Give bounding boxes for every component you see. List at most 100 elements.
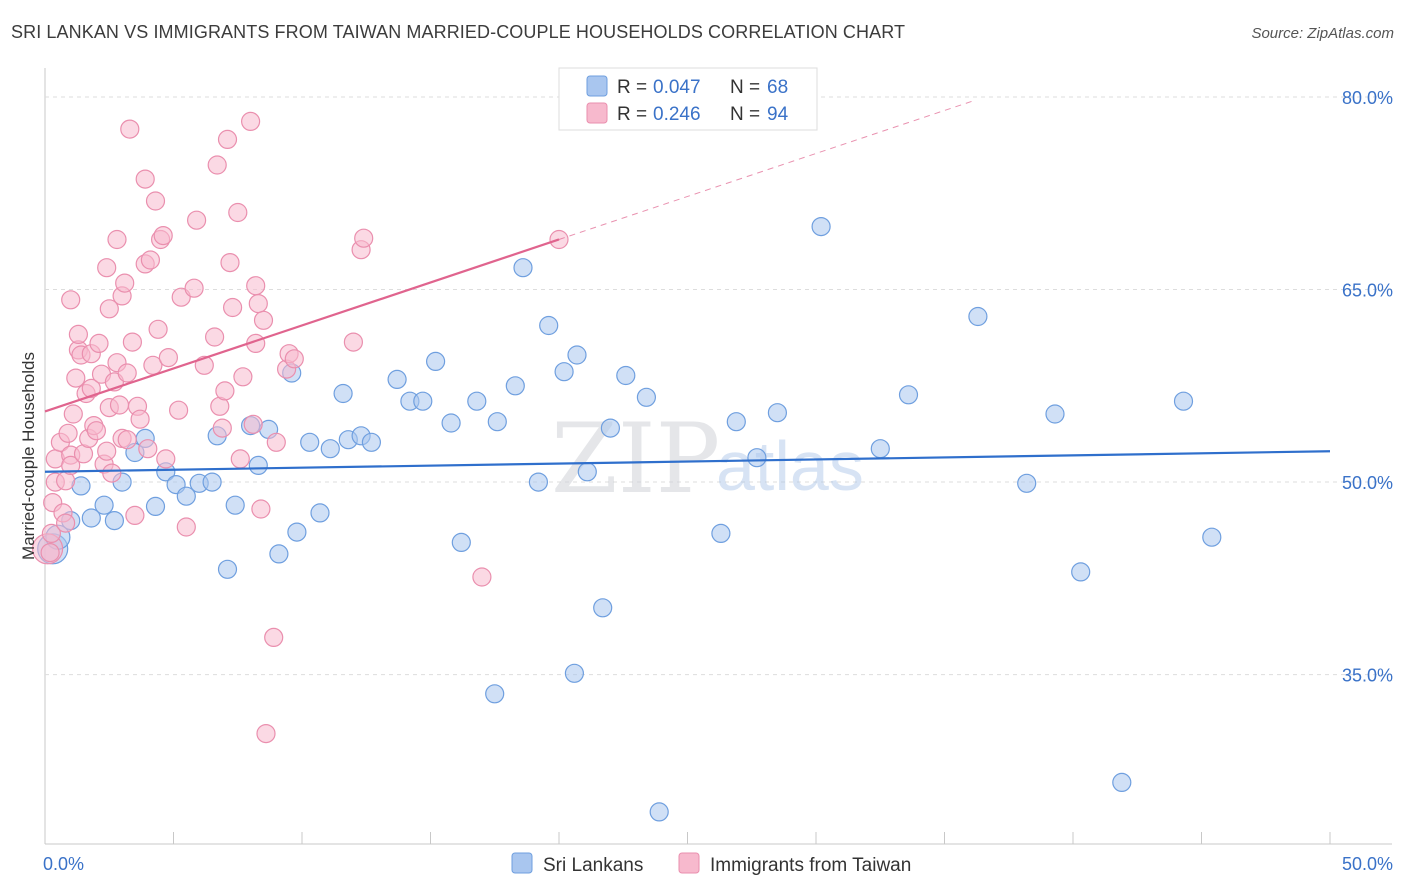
legend-r-value-1: 0.047 xyxy=(653,77,701,98)
point-taiwan xyxy=(115,273,135,293)
point-sri-lankans xyxy=(711,523,731,544)
x-tick-label-max: 50.0% xyxy=(1342,854,1393,874)
point-taiwan xyxy=(120,119,140,139)
point-taiwan xyxy=(284,349,304,369)
point-sri-lankans xyxy=(485,684,505,704)
point-taiwan xyxy=(130,409,150,429)
point-taiwan xyxy=(253,310,274,330)
point-taiwan xyxy=(66,368,86,388)
point-taiwan xyxy=(138,439,158,459)
point-taiwan xyxy=(233,367,253,387)
point-taiwan xyxy=(169,400,189,420)
point-taiwan xyxy=(472,567,492,587)
point-taiwan xyxy=(217,129,238,149)
point-taiwan xyxy=(215,381,235,401)
point-taiwan xyxy=(158,348,178,368)
x-tick-marks xyxy=(44,832,1331,844)
point-taiwan xyxy=(153,226,173,246)
point-taiwan xyxy=(61,455,81,475)
legend-swatch-sri-lankans xyxy=(586,75,608,97)
point-taiwan xyxy=(99,299,119,319)
point-sri-lankans xyxy=(505,376,525,396)
point-taiwan xyxy=(354,228,374,248)
trendline-taiwan xyxy=(44,238,560,413)
point-taiwan xyxy=(125,505,145,526)
point-taiwan xyxy=(117,430,137,450)
point-sri-lankans xyxy=(287,522,307,542)
point-sri-lankans xyxy=(513,258,533,278)
point-sri-lankans xyxy=(564,663,585,683)
watermark-zip: ZIP xyxy=(551,403,720,515)
point-taiwan xyxy=(86,421,107,441)
legend-n-label-2: N = xyxy=(730,104,760,125)
point-taiwan xyxy=(55,513,76,533)
point-taiwan xyxy=(184,278,204,298)
point-taiwan xyxy=(187,210,207,230)
point-sri-lankans xyxy=(1071,562,1091,582)
point-taiwan xyxy=(97,258,117,278)
series-legend: Sri Lankans Immigrants from Taiwan xyxy=(511,852,911,876)
watermark-atlas: atlas xyxy=(716,427,864,505)
point-taiwan xyxy=(205,327,225,347)
point-sri-lankans xyxy=(81,508,101,528)
legend-r-value-2: 0.246 xyxy=(653,104,701,125)
y-tick-label: 35.0% xyxy=(1342,666,1393,686)
point-taiwan xyxy=(89,333,109,353)
point-sri-lankans xyxy=(269,544,289,564)
series-legend-label-sri-lankans: Sri Lankans xyxy=(543,855,643,876)
point-sri-lankans xyxy=(968,306,988,327)
point-taiwan xyxy=(156,449,176,469)
point-sri-lankans xyxy=(600,418,621,438)
trend-layer xyxy=(44,100,1331,473)
point-sri-lankans xyxy=(333,383,353,404)
point-sri-lankans xyxy=(811,217,831,237)
point-taiwan xyxy=(230,449,250,469)
point-sri-lankans xyxy=(426,351,446,371)
point-sri-lankans xyxy=(616,365,636,386)
point-taiwan xyxy=(68,324,89,344)
point-sri-lankans xyxy=(636,387,657,407)
legend-n-value-1: 68 xyxy=(767,77,788,98)
point-sri-lankans xyxy=(487,412,507,432)
point-sri-lankans xyxy=(310,503,330,523)
point-sri-lankans xyxy=(320,439,340,459)
point-taiwan xyxy=(135,169,155,189)
point-sri-lankans xyxy=(248,455,268,475)
point-taiwan xyxy=(266,432,286,452)
point-taiwan xyxy=(246,276,266,296)
point-sri-lankans xyxy=(593,598,613,618)
point-sri-lankans xyxy=(870,439,890,459)
legend-r-label-2: R = xyxy=(617,104,647,125)
y-tick-label: 50.0% xyxy=(1342,473,1393,493)
point-sri-lankans xyxy=(567,345,587,365)
point-taiwan xyxy=(256,723,276,744)
point-taiwan xyxy=(122,332,142,352)
x-tick-label-min: 0.0% xyxy=(43,854,84,874)
point-sri-lankans xyxy=(145,496,166,516)
legend-n-value-2: 94 xyxy=(767,104,789,125)
point-taiwan xyxy=(248,294,268,314)
point-sri-lankans xyxy=(747,448,767,468)
point-sri-lankans xyxy=(554,362,574,382)
correlation-legend: R = 0.047 N = 68 R = 0.246 N = 94 xyxy=(558,67,818,131)
point-sri-lankans xyxy=(649,802,669,822)
chart-title: SRI LANKAN VS IMMIGRANTS FROM TAIWAN MAR… xyxy=(11,22,906,42)
point-sri-lankans xyxy=(1202,527,1222,547)
point-taiwan xyxy=(148,319,168,339)
point-taiwan xyxy=(220,253,240,273)
y-tick-label: 65.0% xyxy=(1342,281,1393,301)
series-legend-swatch-taiwan xyxy=(678,852,700,874)
y-tick-labels: 35.0% 50.0% 65.0% 80.0% xyxy=(1342,88,1393,686)
point-sri-lankans xyxy=(1112,772,1132,793)
point-sri-lankans xyxy=(528,472,549,492)
point-sri-lankans xyxy=(1017,473,1037,493)
point-sri-lankans xyxy=(94,495,114,515)
point-sri-lankans xyxy=(1173,391,1194,411)
point-sri-lankans xyxy=(202,472,222,492)
series-legend-swatch-sri-lankans xyxy=(511,852,533,874)
point-sri-lankans xyxy=(413,391,433,411)
point-sri-lankans xyxy=(361,432,381,452)
point-taiwan xyxy=(241,111,261,132)
point-sri-lankans xyxy=(467,391,487,411)
